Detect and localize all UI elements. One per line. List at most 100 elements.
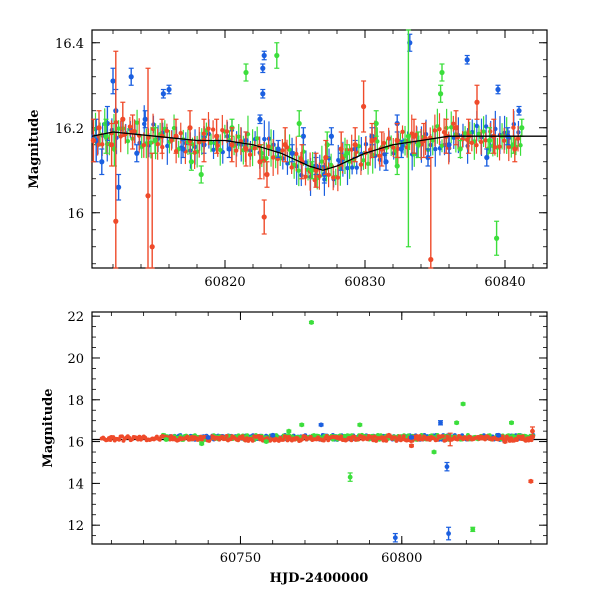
lower-y-axis-title: Magnitude [41,388,56,467]
upper-data-point [152,137,158,144]
upper-data-point [441,130,447,135]
upper-data-point [519,125,525,131]
lower-data-points [108,320,535,543]
upper-data-point [210,127,216,132]
lower-data-point [141,435,147,440]
upper-data-point [474,123,480,129]
lower-panel-full: 60750 60800 12 14 16 18 20 22 Magnitude HJD-240… [41,310,548,586]
upper-data-point [476,131,482,137]
upper-data-point [236,134,241,139]
upper-data-point [178,130,183,136]
lower-dense-point [381,438,386,443]
upper-data-point [169,138,174,143]
lower-data-point [528,478,534,484]
upper-data-point [449,125,454,130]
upper-data-point [464,57,470,63]
lower-data-point [444,464,450,470]
upper-data-point [294,151,299,157]
upper-data-point [234,148,239,153]
lower-dense-point [117,437,122,442]
upper-data-point [512,146,518,152]
upper-data-point [484,154,490,161]
upper-data-point [90,137,96,144]
upper-data-point [165,143,170,149]
lower-x-tick-label: 60750 [220,551,261,566]
upper-data-point [474,99,480,105]
upper-data-point [264,171,270,178]
upper-data-point [103,133,109,139]
upper-data-point [428,256,434,263]
upper-data-point [415,142,421,148]
lower-dense-point [417,434,422,439]
upper-data-point [377,153,382,158]
upper-data-point [180,146,186,152]
upper-data-point [110,78,116,84]
lower-dense-point [324,433,329,438]
lower-dense-point [530,435,535,440]
upper-data-point [369,137,375,144]
lower-data-point [163,437,169,442]
lower-dense-point [302,434,307,439]
upper-data-point [375,139,380,144]
upper-data-point [275,146,281,152]
upper-y-tick-label: 16.4 [55,37,84,52]
upper-data-point [462,131,468,136]
upper-data-point [433,146,438,152]
lower-y-tick-label: 14 [67,477,84,492]
lower-axis-ticks: 60750 60800 12 14 16 18 20 22 [67,310,547,566]
upper-data-point [411,133,417,139]
upper-x-tick-label: 60830 [344,275,385,290]
upper-data-point [260,65,266,71]
upper-data-point [386,136,391,141]
upper-data-point [166,86,172,93]
upper-data-point [266,144,271,149]
upper-data-point [328,133,334,139]
upper-data-point [358,162,364,167]
upper-data-point [96,125,102,131]
lower-data-point [386,432,392,438]
lower-dense-point [414,434,419,439]
upper-data-point [164,128,170,134]
lower-dense-point [440,434,445,439]
upper-data-point [446,142,452,148]
upper-data-point [109,142,115,148]
upper-data-point [516,108,522,114]
upper-data-point [469,140,475,146]
lower-dense-point [384,438,389,443]
upper-data-point [402,138,408,143]
upper-data-point [282,142,288,148]
upper-data-point [300,133,306,139]
lower-data-point [496,432,501,438]
upper-data-point [381,140,387,146]
lower-dense-point [401,434,406,439]
upper-data-point [160,91,166,97]
upper-data-point [373,120,379,127]
lower-dense-point [435,437,440,442]
lower-dense-point [281,437,286,442]
lower-dense-point [300,437,305,442]
upper-data-point [188,159,194,165]
upper-data-point [335,175,341,180]
lower-dense-point [352,434,357,439]
lower-dense-point [379,435,384,440]
upper-data-point [270,155,276,160]
lower-data-point [347,474,353,480]
upper-data-point [206,126,211,131]
lower-dense-point [514,438,519,443]
upper-data-point [494,235,500,241]
lower-dense-point [259,434,264,439]
upper-data-point [171,125,177,131]
lower-dense-point [397,434,402,439]
upper-data-point [303,174,308,179]
lower-data-point [108,435,114,440]
upper-data-point [405,133,411,139]
upper-data-point [173,133,179,139]
upper-data-point [394,163,400,169]
upper-data-point [218,147,223,153]
upper-data-point [192,150,197,155]
lower-data-point [470,526,476,532]
upper-data-point [220,127,225,133]
upper-data-point [506,144,511,150]
upper-data-point [141,142,146,148]
